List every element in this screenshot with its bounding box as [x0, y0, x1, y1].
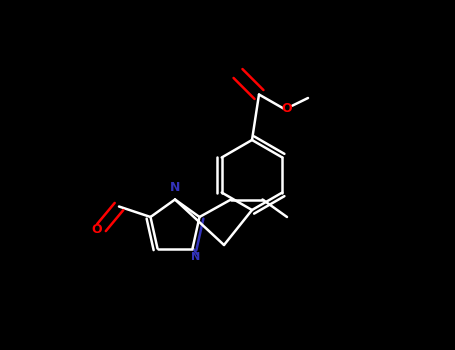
Text: O: O — [91, 223, 101, 236]
Text: O: O — [282, 102, 292, 115]
Text: N: N — [170, 181, 180, 194]
Text: N: N — [192, 252, 201, 262]
